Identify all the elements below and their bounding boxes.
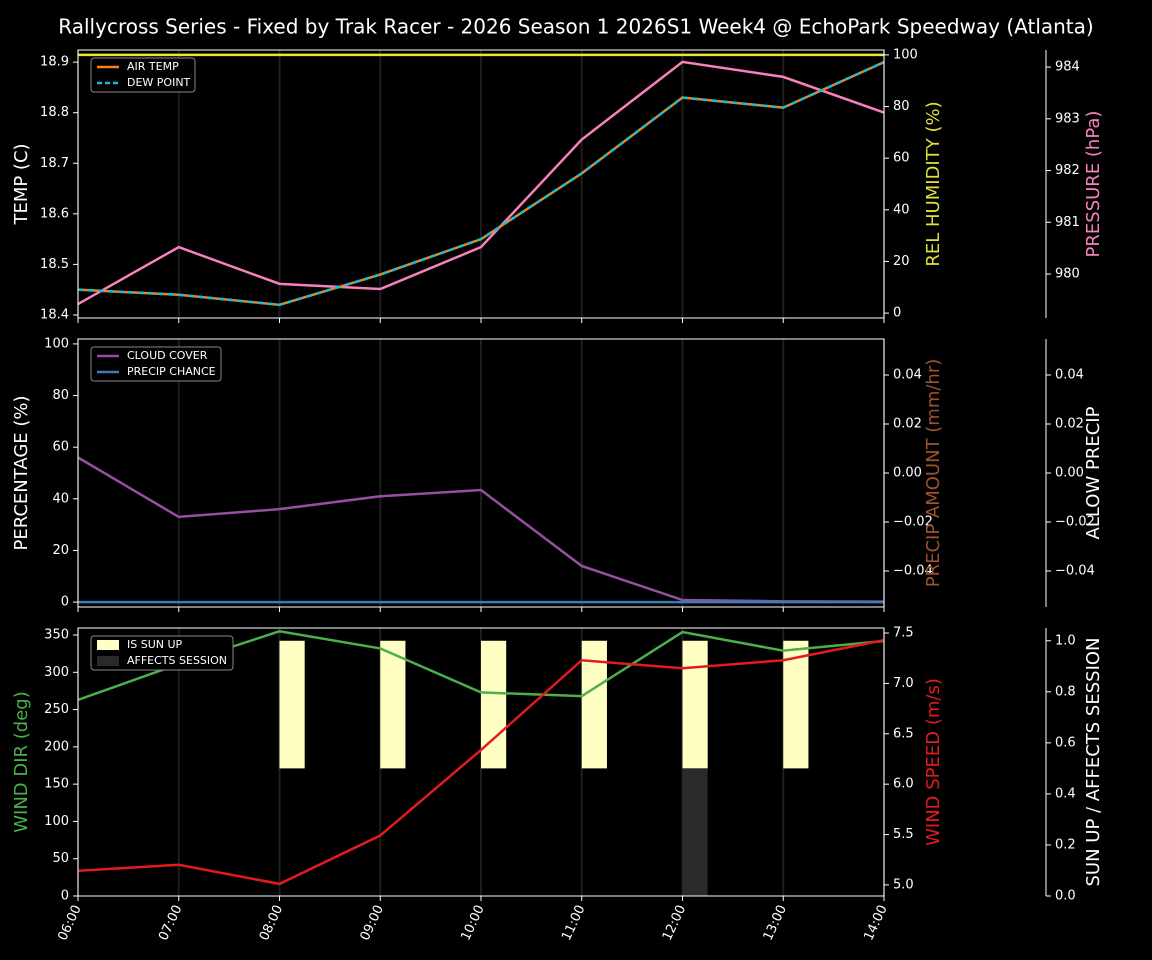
y3-tick-label: 980 <box>1055 267 1080 282</box>
line <box>77 60 885 307</box>
legend-label: IS SUN UP <box>127 638 183 651</box>
y2-tick-label: −0.04 <box>893 563 933 578</box>
y-tick-label: 80 <box>52 388 69 403</box>
y2-axis-label: PRECIP AMOUNT (mm/hr) <box>923 359 944 588</box>
bar <box>783 640 809 769</box>
y3-tick-label: 0.2 <box>1055 837 1076 852</box>
y3-tick-label: 0.00 <box>1055 466 1084 481</box>
legend-label: AIR TEMP <box>127 60 179 73</box>
y2-tick-label: 100 <box>893 47 918 62</box>
y-tick-label: 40 <box>52 491 69 506</box>
legend-label: DEW POINT <box>127 76 191 89</box>
y3-tick-label: 0.8 <box>1055 684 1076 699</box>
y3-tick-label: −0.04 <box>1055 563 1095 578</box>
y2-tick-label: 0.00 <box>893 466 922 481</box>
bar <box>279 640 305 769</box>
legend-label: CLOUD COVER <box>127 349 208 362</box>
bar <box>682 768 708 896</box>
y3-tick-label: 982 <box>1055 163 1080 178</box>
y2-tick-label: 0 <box>893 306 901 321</box>
y2-tick-label: 6.0 <box>893 777 914 792</box>
y-tick-label: 200 <box>44 739 69 754</box>
y2-tick-label: 7.0 <box>893 676 914 691</box>
y2-tick-label: 5.5 <box>893 827 914 842</box>
y3-tick-label: −0.02 <box>1055 514 1095 529</box>
y-axis-label: TEMP (C) <box>11 143 32 225</box>
y-tick-label: 150 <box>44 777 69 792</box>
y-tick-label: 100 <box>44 814 69 829</box>
y3-tick-label: 983 <box>1055 111 1080 126</box>
y3-tick-label: 1.0 <box>1055 633 1076 648</box>
y-tick-label: 20 <box>52 543 69 558</box>
y2-tick-label: 80 <box>893 99 910 114</box>
y-tick-label: 18.7 <box>40 156 69 171</box>
y3-axis-label: PRESSURE (hPa) <box>1083 111 1104 258</box>
y-tick-label: 0 <box>61 889 69 904</box>
legend-swatch <box>97 656 119 666</box>
y2-axis-label: WIND SPEED (m/s) <box>923 678 944 846</box>
plot-frame <box>77 627 885 897</box>
y2-tick-label: 6.5 <box>893 726 914 741</box>
y-axis-label: WIND DIR (deg) <box>11 691 32 833</box>
y3-tick-label: 981 <box>1055 215 1080 230</box>
legend-label: PRECIP CHANCE <box>127 365 216 378</box>
y3-tick-label: 0.4 <box>1055 786 1076 801</box>
y-tick-label: 250 <box>44 702 69 717</box>
bar <box>380 640 406 769</box>
y-tick-label: 18.4 <box>40 307 69 322</box>
y-tick-label: 18.8 <box>40 105 69 120</box>
line <box>77 638 885 886</box>
legend-box <box>90 635 234 671</box>
line <box>77 60 885 306</box>
y3-axis-label: ALLOW PRECIP <box>1083 406 1104 539</box>
y-tick-label: 0 <box>61 595 69 610</box>
y-tick-label: 300 <box>44 665 69 680</box>
y2-tick-label: 7.5 <box>893 626 914 641</box>
y-tick-label: 60 <box>52 440 69 455</box>
y-tick-label: 18.6 <box>40 206 69 221</box>
y2-tick-label: 0.02 <box>893 417 922 432</box>
y2-tick-label: 0.04 <box>893 368 922 383</box>
y2-tick-label: −0.02 <box>893 514 933 529</box>
y3-tick-label: 0.6 <box>1055 735 1076 750</box>
y-tick-label: 50 <box>52 851 69 866</box>
y-tick-label: 100 <box>44 336 69 351</box>
y-tick-label: 18.5 <box>40 257 69 272</box>
y2-tick-label: 60 <box>893 151 910 166</box>
bar <box>682 640 708 769</box>
y-axis-label: PERCENTAGE (%) <box>11 395 32 550</box>
y3-tick-label: 0.04 <box>1055 368 1084 383</box>
legend-swatch <box>97 640 119 650</box>
y2-axis-label: REL HUMIDITY (%) <box>923 101 944 266</box>
y2-tick-label: 40 <box>893 202 910 217</box>
y3-tick-label: 984 <box>1055 60 1080 75</box>
legend-box <box>90 346 222 382</box>
y-tick-label: 350 <box>44 628 69 643</box>
y2-tick-label: 5.0 <box>893 877 914 892</box>
bar <box>481 640 507 769</box>
y3-axis-label: SUN UP / AFFECTS SESSION <box>1083 637 1104 886</box>
plot-frame <box>77 338 885 608</box>
y-tick-label: 18.9 <box>40 55 69 70</box>
y3-tick-label: 0.0 <box>1055 889 1076 904</box>
plot-frame <box>77 49 885 319</box>
chart-title: Rallycross Series - Fixed by Trak Racer … <box>58 15 1093 39</box>
y2-tick-label: 20 <box>893 254 910 269</box>
legend-label: AFFECTS SESSION <box>127 654 227 667</box>
y3-tick-label: 0.02 <box>1055 417 1084 432</box>
